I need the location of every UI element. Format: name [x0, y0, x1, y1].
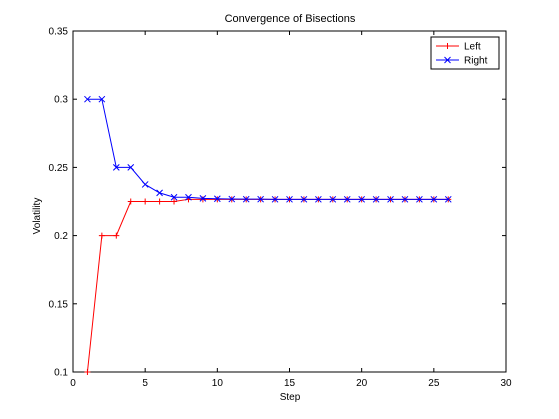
series-line-right — [87, 98, 449, 200]
legend-marker-right — [444, 56, 451, 64]
data-point-right — [127, 164, 135, 171]
data-point-right — [444, 195, 452, 203]
x-tick-label: 30 — [500, 378, 512, 389]
y-tick-label: 0.3 — [54, 95, 68, 106]
data-point-left — [84, 369, 91, 375]
data-point-right — [401, 195, 409, 203]
y-tick-label: 0.35 — [49, 27, 69, 38]
data-point-left — [113, 232, 120, 239]
legend: Left Right — [430, 36, 500, 70]
y-tick-label: 0.1 — [54, 368, 68, 379]
x-tick-label: 10 — [212, 378, 224, 389]
legend-box — [430, 36, 500, 70]
data-point-right — [170, 193, 178, 201]
data-point-left — [98, 232, 105, 239]
chart-title: Convergence of Bisections — [225, 13, 356, 25]
data-point-right — [343, 195, 351, 203]
data-point-left — [142, 198, 149, 205]
data-point-left — [199, 196, 206, 203]
y-tick-label: 0.15 — [49, 299, 69, 310]
y-tick-label: 0.25 — [49, 163, 69, 174]
data-point-right — [156, 189, 163, 197]
x-tick-label: 5 — [142, 378, 148, 389]
data-point-right — [213, 195, 221, 203]
data-point-left — [171, 198, 178, 205]
data-point-right — [430, 195, 438, 203]
data-point-right — [257, 195, 264, 203]
legend-marker-left — [444, 43, 451, 49]
legend-label-right: Right — [464, 56, 488, 67]
x-tick-label: 25 — [428, 378, 440, 389]
series-layer — [84, 95, 452, 375]
y-axis: 0.1 0.15 0.2 0.25 0.3 0.35 — [49, 27, 506, 379]
series-right — [84, 95, 452, 203]
data-point-right — [387, 195, 394, 203]
data-point-right — [185, 193, 192, 201]
x-tick-label: 20 — [356, 378, 368, 389]
data-point-right — [242, 195, 250, 203]
y-axis-label: Volatility — [32, 198, 43, 235]
data-point-right — [84, 95, 91, 103]
data-point-right — [315, 195, 322, 203]
data-point-right — [416, 195, 423, 203]
data-point-right — [271, 195, 279, 203]
y-tick-label: 0.2 — [54, 231, 68, 242]
data-point-right — [300, 195, 308, 203]
data-point-right — [329, 195, 337, 203]
data-point-right — [199, 195, 207, 202]
data-point-right — [228, 195, 236, 203]
legend-label-left: Left — [464, 42, 481, 53]
x-tick-label: 15 — [284, 378, 296, 389]
data-point-right — [98, 95, 106, 103]
x-axis: 0 5 10 15 20 25 30 — [70, 31, 512, 389]
data-point-left — [156, 198, 163, 205]
data-point-left — [127, 198, 134, 205]
data-point-right — [141, 181, 149, 188]
data-point-right — [286, 195, 293, 203]
data-point-right — [112, 164, 120, 171]
data-point-right — [372, 195, 380, 203]
legend-item-left: Left — [436, 42, 481, 53]
x-tick-label: 0 — [70, 378, 76, 389]
data-point-right — [358, 195, 366, 203]
legend-item-right: Right — [436, 56, 488, 67]
x-axis-label: Step — [280, 392, 301, 403]
